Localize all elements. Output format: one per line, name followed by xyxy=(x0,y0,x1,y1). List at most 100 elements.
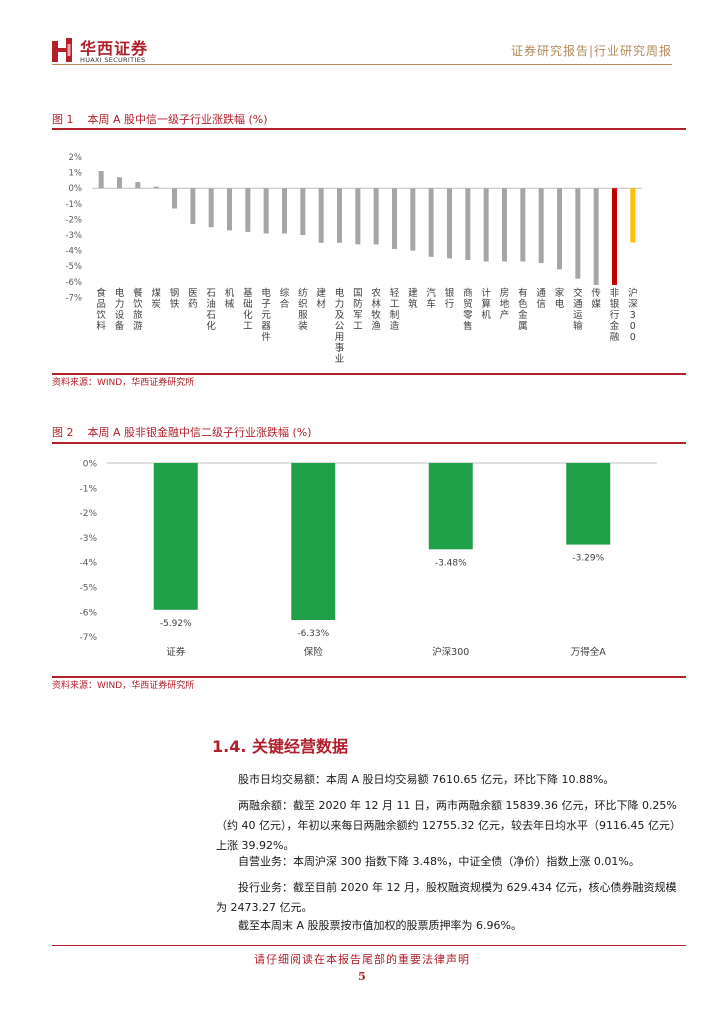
chart1-bar xyxy=(593,188,599,285)
chart1-x-label-char: 输 xyxy=(573,320,583,332)
chart1-bar xyxy=(355,188,361,245)
chart1-x-label-char: 食 xyxy=(96,287,106,299)
chart1-x-label-char: 运 xyxy=(573,310,583,321)
chart1-x-label-char: 化 xyxy=(206,320,216,332)
section-heading: 1.4. 关键经营数据 xyxy=(212,737,348,756)
chart1-x-label-char: 建 xyxy=(408,287,418,299)
chart2-x-label: 保险 xyxy=(304,646,324,658)
chart2-y-tick: -3% xyxy=(79,534,97,544)
chart1-x-label-char: 础 xyxy=(243,298,253,310)
chart1-x-label-char: 工 xyxy=(243,321,253,332)
paragraph-pledge-ratio: 截至本周末 A 股股票按市值加权的股票质押率为 6.96%。 xyxy=(238,919,522,932)
chart1-x-label-char: 零 xyxy=(463,310,473,321)
chart1-x-label-char: 信 xyxy=(536,298,546,310)
chart1-x-label-char: 事 xyxy=(335,342,345,354)
chart1-bar xyxy=(483,188,489,262)
chart1-x-label-char: 工 xyxy=(353,321,363,332)
paragraph-proprietary-trading: 自营业务：本周沪深 300 指数下降 3.48%，中证全债（净价）指数上涨 0.… xyxy=(238,855,640,868)
chart2-bar xyxy=(291,463,336,620)
chart1-y-tick: -6% xyxy=(65,278,82,288)
figure-1-bottom-rule xyxy=(52,373,686,375)
chart1-x-label-char: 产 xyxy=(500,309,510,321)
figure-1-chart: 2%1%0%-1%-2%-3%-4%-5%-6%-7% 食品饮料电力设备餐饮旅游… xyxy=(65,153,642,365)
chart1-x-label-char: 设 xyxy=(115,310,125,321)
chart1-x-label-char: 防 xyxy=(353,298,363,310)
chart2-data-label: -3.29% xyxy=(572,554,604,564)
figure-1-top-rule xyxy=(52,128,686,130)
chart2-x-label: 万得全A xyxy=(571,646,607,658)
chart1-x-label-char: 器 xyxy=(261,321,271,332)
chart1-bar xyxy=(98,171,104,189)
chart1-x-label-char: 力 xyxy=(115,298,125,310)
chart1-x-label-char: 业 xyxy=(335,354,345,365)
figure-1-label: 图 1 xyxy=(52,113,74,126)
chart1-x-label-char: 子 xyxy=(261,299,271,310)
chart1-x-label-char: 3 xyxy=(630,310,636,321)
chart1-x-label-char: 油 xyxy=(206,298,216,310)
chart2-x-label: 沪深300 xyxy=(432,646,469,658)
chart1-x-label-char: 深 xyxy=(628,299,638,310)
chart1-bar xyxy=(318,188,324,243)
chart1-x-label-char: 房 xyxy=(500,287,510,299)
chart1-x-label-char: 元 xyxy=(261,310,271,321)
chart1-x-label-char: 石 xyxy=(206,310,216,321)
chart1-x-label-char: 传 xyxy=(591,287,601,299)
figure-2-title: 本周 A 股非银金融中信二级子行业涨跌幅 (%) xyxy=(87,426,312,439)
chart1-x-label-char: 汽 xyxy=(426,287,436,299)
chart1-bar xyxy=(502,188,507,262)
chart1-x-label-char: 械 xyxy=(225,298,235,310)
chart1-bar xyxy=(538,188,544,264)
chart1-bar xyxy=(447,188,452,259)
chart1-x-label-char: 融 xyxy=(610,332,620,343)
chart2-data-label: -5.92% xyxy=(160,619,192,629)
chart1-bar xyxy=(557,188,562,270)
chart1-x-label-char: 料 xyxy=(96,320,106,332)
chart1-bar xyxy=(465,188,471,260)
chart1-x-label-char: 机 xyxy=(225,287,235,299)
chart1-x-label-char: 林 xyxy=(371,298,381,310)
chart1-x-label-char: 医 xyxy=(188,288,198,299)
chart1-x-label-char: 备 xyxy=(115,320,125,332)
chart1-x-label-char: 媒 xyxy=(591,298,601,310)
figure-2-label: 图 2 xyxy=(52,426,74,439)
chart1-bar xyxy=(190,188,196,225)
figure-1-source: 资料来源：WIND，华西证券研究所 xyxy=(52,378,195,388)
chart1-x-label-char: 行 xyxy=(610,309,620,321)
chart2-data-label: -3.48% xyxy=(435,558,467,568)
brand-logo-english: HUAXI SECURITIES xyxy=(80,56,146,64)
chart1-bar xyxy=(117,177,122,189)
chart1-x-label-char: 旅 xyxy=(133,309,143,321)
report-type-label: 证券研究报告|行业研究周报 xyxy=(510,44,672,58)
chart1-x-label-char: 金 xyxy=(610,320,620,332)
chart1-x-label-char: 合 xyxy=(280,298,290,310)
chart1-x-label-char: 餐 xyxy=(133,287,143,299)
chart1-x-label-char: 用 xyxy=(335,332,345,343)
chart1-x-label-char: 煤 xyxy=(151,287,161,299)
chart1-x-label-char: 银 xyxy=(445,287,455,299)
chart1-x-label-char: 铁 xyxy=(170,298,180,310)
chart1-x-label-char: 机 xyxy=(481,309,491,321)
chart1-x-label-char: 计 xyxy=(481,287,491,299)
chart1-x-label-char: 药 xyxy=(188,299,198,310)
chart1-x-label-char: 饮 xyxy=(96,309,106,321)
chart1-x-label-char: 军 xyxy=(353,310,363,321)
chart1-bar xyxy=(227,188,232,231)
figure-1-title: 本周 A 股中信一级子行业涨跌幅 (%) xyxy=(87,113,268,126)
chart1-x-label-char: 制 xyxy=(390,309,400,321)
chart1-x-label-char: 化 xyxy=(243,309,253,321)
chart1-x-label-char: 筑 xyxy=(408,298,418,310)
chart1-bar xyxy=(245,188,251,232)
chart1-x-label-char: 渔 xyxy=(371,321,381,332)
chart1-x-label-char: 车 xyxy=(426,298,436,310)
chart1-x-label-char: 农 xyxy=(371,287,381,299)
chart1-y-tick: 2% xyxy=(69,153,83,163)
chart1-bar xyxy=(373,188,379,245)
chart2-y-tick: 0% xyxy=(83,460,98,470)
chart1-x-label-char: 国 xyxy=(353,288,363,299)
chart1-x-label-char: 商 xyxy=(463,287,473,299)
chart1-x-label-char: 属 xyxy=(518,321,528,332)
chart1-x-label-char: 通 xyxy=(573,299,583,310)
chart1-x-label-char: 家 xyxy=(555,287,565,299)
chart1-x-label-char: 基 xyxy=(243,287,253,299)
chart1-x-label-char: 电 xyxy=(555,298,565,310)
